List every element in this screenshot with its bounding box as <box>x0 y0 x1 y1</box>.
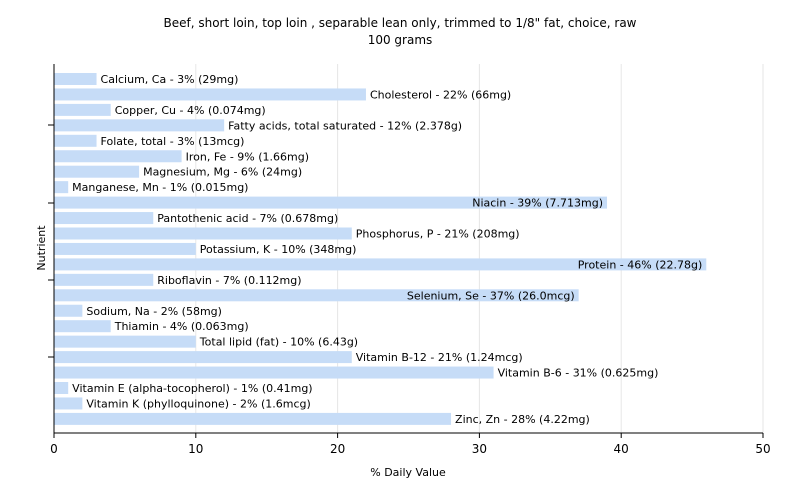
bar <box>54 273 154 286</box>
x-tick-label: 20 <box>330 442 345 456</box>
bar-label: Niacin - 39% (7.713mg) <box>472 197 603 210</box>
bar-label: Copper, Cu - 4% (0.074mg) <box>115 104 266 117</box>
bar <box>54 289 579 302</box>
bar-label: Fatty acids, total saturated - 12% (2.37… <box>228 119 462 132</box>
bar <box>54 242 196 255</box>
bar-label: Vitamin B-12 - 21% (1.24mcg) <box>356 351 523 364</box>
chart-title: Beef, short loin, top loin , separable l… <box>163 16 636 30</box>
bar-label: Thiamin - 4% (0.063mg) <box>114 320 249 333</box>
bar-label: Riboflavin - 7% (0.112mg) <box>157 274 301 287</box>
bar <box>54 258 707 271</box>
bar <box>54 119 225 132</box>
x-axis-label: % Daily Value <box>370 466 446 479</box>
bar-label: Protein - 46% (22.78g) <box>578 258 703 271</box>
bar <box>54 134 97 147</box>
bar-label: Selenium, Se - 37% (26.0mcg) <box>407 289 575 302</box>
bar <box>54 165 140 178</box>
x-tick-label: 0 <box>50 442 58 456</box>
bar-label: Vitamin E (alpha-tocopherol) - 1% (0.41m… <box>72 382 312 395</box>
chart-subtitle: 100 grams <box>368 33 433 47</box>
bar-label: Pantothenic acid - 7% (0.678mg) <box>157 212 338 225</box>
bar-label: Vitamin B-6 - 31% (0.625mg) <box>498 367 659 380</box>
bar-label: Calcium, Ca - 3% (29mg) <box>101 73 239 86</box>
x-tick-label: 10 <box>188 442 203 456</box>
bars: Calcium, Ca - 3% (29mg) Cholesterol - 22%… <box>54 73 707 426</box>
bar <box>54 181 69 194</box>
bar-label: Phosphorus, P - 21% (208mg) <box>356 228 520 241</box>
bar-label: Total lipid (fat) - 10% (6.43g) <box>199 336 358 349</box>
bar <box>54 320 111 333</box>
bar <box>54 196 608 209</box>
bar-label: Potassium, K - 10% (348mg) <box>200 243 357 256</box>
bar <box>54 304 83 317</box>
x-tick-label: 40 <box>614 442 629 456</box>
bar <box>54 227 352 240</box>
axes: 0 10 20 30 40 50 <box>48 64 771 456</box>
x-tick-label: 50 <box>755 442 770 456</box>
bar-label: Zinc, Zn - 28% (4.22mg) <box>455 413 590 426</box>
bar-label: Folate, total - 3% (13mcg) <box>101 135 245 148</box>
bar-label: Manganese, Mn - 1% (0.015mg) <box>72 181 248 194</box>
y-axis-label: Nutrient <box>35 225 48 271</box>
bar <box>54 150 182 163</box>
bar-label: Cholesterol - 22% (66mg) <box>370 88 511 101</box>
bar <box>54 412 452 425</box>
bar <box>54 88 366 101</box>
bar-label: Magnesium, Mg - 6% (24mg) <box>143 166 302 179</box>
bar <box>54 335 196 348</box>
bar <box>54 212 154 225</box>
bar <box>54 103 111 116</box>
bar <box>54 366 494 379</box>
bar <box>54 73 97 85</box>
bar <box>54 382 69 394</box>
bar <box>54 351 352 364</box>
x-tick-label: 30 <box>472 442 487 456</box>
bar-label: Sodium, Na - 2% (58mg) <box>86 305 222 318</box>
bar-label: Vitamin K (phylloquinone) - 2% (1.6mcg) <box>86 397 310 410</box>
bar-label: Iron, Fe - 9% (1.66mg) <box>186 150 309 163</box>
bar <box>54 397 83 410</box>
